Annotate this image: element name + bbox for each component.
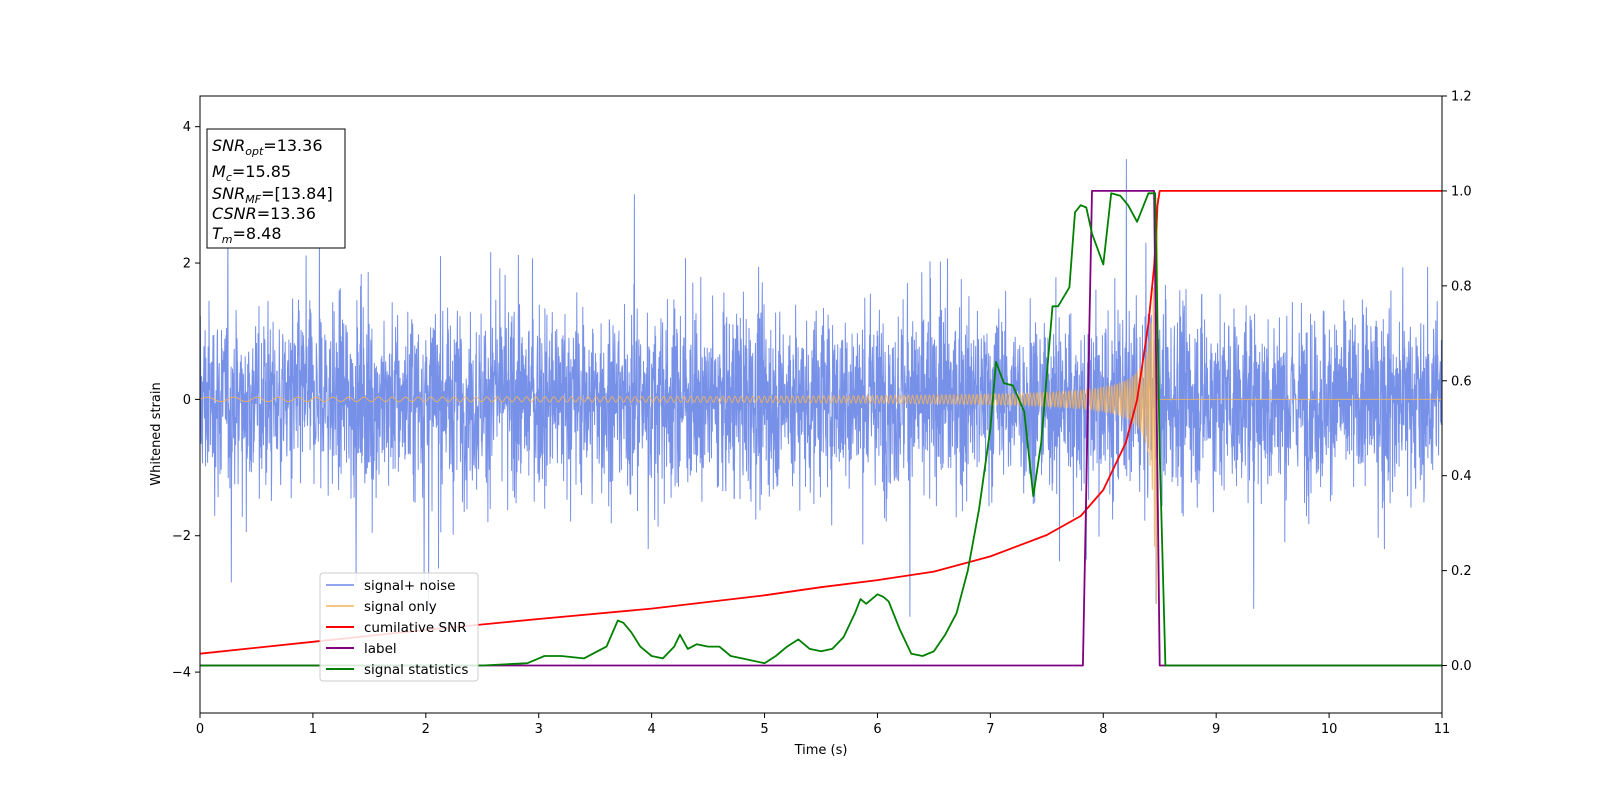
legend-label: cumilative SNR — [364, 620, 467, 636]
x-tick-label: 10 — [1321, 722, 1338, 737]
y-left-tick-label: 4 — [183, 120, 191, 135]
signal-statistics-line — [200, 192, 1442, 667]
right-axis-series — [200, 189, 1442, 667]
x-tick-label: 8 — [1099, 722, 1107, 737]
y-left-tick-label: 0 — [183, 393, 191, 408]
x-tick-label: 9 — [1212, 722, 1220, 737]
x-tick-label: 4 — [647, 722, 655, 737]
x-tick-label: 1 — [309, 722, 317, 737]
y-right-tick-label: 0.6 — [1451, 374, 1472, 389]
y-right-tick-label: 1.2 — [1451, 90, 1472, 105]
annotation-line: CSNR=13.36 — [212, 204, 316, 223]
annotation-box-frame — [206, 128, 346, 249]
cumulative-snr-line — [200, 189, 1442, 655]
y-axis-label: Whitened strain — [149, 382, 164, 485]
annotation-line: Mc=15.85 — [212, 162, 291, 184]
noise-trace — [200, 159, 1442, 617]
y-right-tick-label: 0.4 — [1451, 469, 1472, 484]
y-right-tick-label: 0.0 — [1451, 659, 1472, 674]
legend-label: label — [364, 641, 397, 657]
annotation-line: SNRMF=[13.84] — [212, 184, 333, 206]
legend-label: signal only — [364, 599, 437, 615]
x-tick-label: 7 — [986, 722, 994, 737]
y-left-tick-label: −2 — [172, 529, 191, 544]
plot-frame — [199, 95, 1443, 714]
y-right-tick-label: 0.8 — [1451, 279, 1472, 294]
x-tick-label: 11 — [1434, 722, 1451, 737]
annotation-box: SNRopt=13.36 Mc=15.85SNRMF=[13.84]CSNR=13… — [206, 128, 346, 249]
y-left-tick-label: −4 — [172, 666, 191, 681]
x-tick-label: 5 — [760, 722, 768, 737]
y-right-tick-label: 1.0 — [1451, 184, 1472, 199]
legend: signal+ noise signal only cumilative SNR la… — [319, 572, 479, 682]
axes: 0 1 2 3 4 5 6 7 8 9 10 11 −4 −2 0 2 4 0.0 0.2 0.4 0.6 0.8 1.0 1… — [172, 90, 1472, 738]
annotation-line: SNRopt=13.36 — [212, 136, 323, 158]
y-right-tick-label: 0.2 — [1451, 564, 1472, 579]
legend-label: signal statistics — [364, 662, 468, 678]
chirp-trace — [200, 197, 1442, 604]
legend-label: signal+ noise — [364, 578, 455, 594]
annotation-line: Tm=8.48 — [212, 224, 282, 246]
y-left-tick-label: 2 — [183, 257, 191, 272]
signal-noise-series — [200, 159, 1442, 617]
x-tick-label: 3 — [535, 722, 543, 737]
x-tick-label: 6 — [873, 722, 881, 737]
x-tick-label: 0 — [196, 722, 204, 737]
x-axis-label: Time (s) — [794, 743, 848, 758]
legend-frame — [319, 572, 479, 682]
x-tick-label: 2 — [422, 722, 430, 737]
signal-only-series — [200, 197, 1442, 604]
